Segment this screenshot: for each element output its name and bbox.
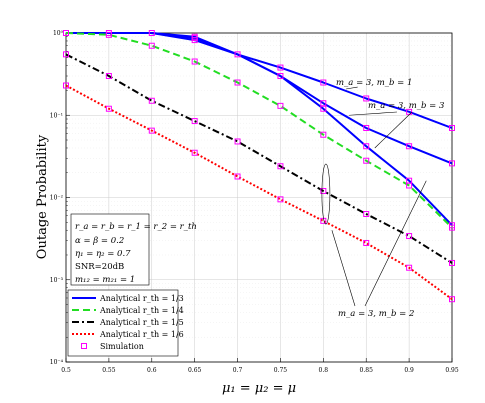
- legend-label: Analytical r_th = 1/4: [99, 306, 184, 315]
- annotation-arrow: [374, 111, 413, 149]
- y-tick-label: 10⁻⁴: [50, 359, 64, 366]
- simulation-point: [277, 163, 284, 170]
- series-lines: [65, 32, 453, 301]
- series-line: [65, 32, 453, 229]
- x-tick-label: 0.6: [147, 367, 157, 374]
- simulation-point: [105, 105, 112, 112]
- simulation-point: [277, 64, 284, 71]
- legend-label: Simulation: [100, 342, 144, 351]
- simulation-point: [191, 37, 198, 44]
- simulation-point: [148, 42, 155, 49]
- simulation-point: [406, 182, 413, 189]
- simulation-point: [449, 124, 455, 131]
- y-tick-label: 10⁻²: [50, 195, 64, 202]
- legend-swatch: [81, 343, 87, 349]
- simulation-point: [320, 105, 327, 112]
- simulation-point: [320, 131, 327, 138]
- simulation-point: [277, 196, 284, 203]
- simulation-point: [363, 211, 370, 218]
- x-tick-label: 0.5: [61, 367, 71, 374]
- simulation-point: [406, 143, 413, 150]
- simulation-point: [363, 95, 370, 102]
- simulation-point: [63, 82, 69, 89]
- legend-label: Analytical r_th = 1/3: [99, 294, 184, 303]
- simulation-point: [191, 118, 198, 125]
- legend-label: Analytical r_th = 1/5: [99, 318, 184, 327]
- x-tick-label: 0.65: [188, 367, 202, 374]
- annotations: m_a = 3, m_b = 1 m_a = 3, m_b = 3 m_a = 3,…: [321, 78, 444, 319]
- simulation-point: [148, 127, 155, 134]
- y-axis-label: Outage Probability: [35, 134, 50, 259]
- annotation-label: m_a = 3, m_b = 1: [336, 78, 412, 88]
- annotation-label: m_a = 3, m_b = 2: [338, 309, 414, 319]
- simulation-point: [449, 296, 455, 303]
- simulation-markers: [63, 30, 455, 303]
- simulation-point: [406, 108, 413, 115]
- parameter-box-frame: [70, 213, 150, 286]
- x-tick-label: 0.75: [274, 367, 288, 374]
- simulation-point: [320, 79, 327, 86]
- simulation-point: [191, 58, 198, 65]
- simulation-point: [191, 149, 198, 156]
- simulation-point: [406, 264, 413, 271]
- x-tick-label: 0.85: [360, 367, 374, 374]
- x-tick-label: 0.8: [319, 367, 329, 374]
- annotation-arrow: [331, 230, 356, 307]
- x-tick-label: 0.9: [404, 367, 414, 374]
- legend: Analytical r_th = 1/3 Analytical r_th = 1…: [67, 289, 184, 357]
- annotation-arrow: [349, 111, 398, 116]
- parameter-line: SNR=20dB: [75, 262, 124, 272]
- y-tick-label: 10⁰: [53, 30, 64, 37]
- axis-ticks: 0.5 0.55 0.6 0.65 0.7 0.75 0.8 0.85 0.9 0.95 10⁻⁴ 1…: [50, 30, 459, 374]
- simulation-point: [363, 143, 370, 150]
- parameter-line: η₁ = η₂ = 0.7: [75, 249, 131, 259]
- parameter-line: r_a = r_b = r_1 = r_2 = r_th: [75, 222, 197, 232]
- series-line: [65, 53, 453, 264]
- x-tick-label: 0.55: [102, 367, 116, 374]
- legend-label: Analytical r_th = 1/6: [99, 330, 184, 339]
- simulation-point: [277, 73, 284, 80]
- parameter-line: α = β = 0.2: [75, 236, 124, 246]
- simulation-point: [105, 31, 112, 38]
- simulation-point: [363, 157, 370, 164]
- series-line: [66, 32, 453, 226]
- x-axis-label: μ₁ = μ₂ = μ: [222, 381, 296, 396]
- parameter-box: r_a = r_b = r_1 = r_2 = r_th α = β = 0.2…: [70, 213, 197, 286]
- simulation-point: [406, 233, 413, 240]
- simulation-point: [148, 97, 155, 104]
- simulation-point: [449, 224, 455, 231]
- simulation-point: [363, 124, 370, 131]
- simulation-point: [105, 73, 112, 80]
- simulation-point: [363, 239, 370, 246]
- simulation-point: [320, 100, 327, 107]
- annotation-label: m_a = 3, m_b = 3: [368, 101, 444, 111]
- x-tick-label: 0.95: [445, 367, 459, 374]
- y-tick-label: 10⁻³: [50, 277, 64, 284]
- annotation-ellipse: [321, 163, 331, 225]
- x-tick-label: 0.7: [233, 367, 243, 374]
- series-line: [65, 84, 453, 301]
- simulation-point: [449, 160, 455, 167]
- simulation-point: [234, 173, 241, 180]
- y-tick-label: 10⁻¹: [50, 112, 63, 119]
- parameter-line: m₁₂ = m₂₁ = 1: [75, 275, 135, 285]
- annotation-arrow: [345, 86, 358, 90]
- simulation-point: [277, 102, 284, 109]
- simulation-point: [234, 138, 241, 145]
- simulation-point: [234, 79, 241, 86]
- simulation-point: [63, 30, 69, 36]
- simulation-point: [234, 51, 241, 58]
- simulation-point: [148, 30, 155, 36]
- simulation-point: [449, 259, 455, 266]
- annotation-arrow: [364, 180, 427, 307]
- simulation-point: [320, 187, 327, 194]
- simulation-point: [63, 51, 69, 58]
